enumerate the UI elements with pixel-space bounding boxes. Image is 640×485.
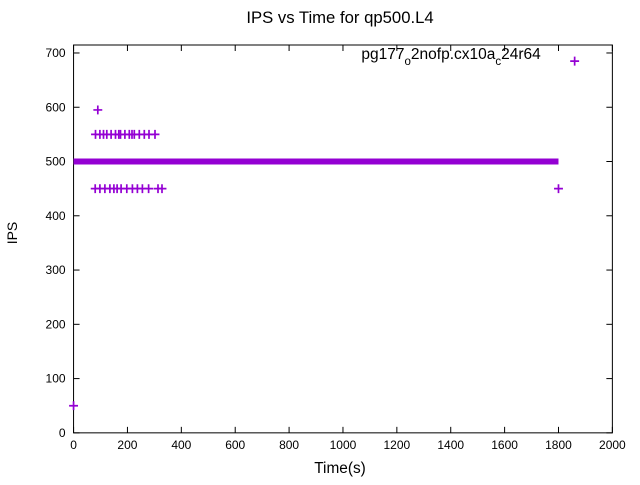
svg-text:1000: 1000 bbox=[330, 438, 357, 452]
svg-text:700: 700 bbox=[46, 46, 66, 60]
svg-text:IPS: IPS bbox=[4, 222, 20, 245]
svg-text:600: 600 bbox=[46, 100, 66, 114]
svg-text:IPS vs Time for qp500.L4: IPS vs Time for qp500.L4 bbox=[246, 8, 433, 27]
svg-text:1600: 1600 bbox=[491, 438, 518, 452]
svg-text:1800: 1800 bbox=[545, 438, 572, 452]
svg-text:100: 100 bbox=[46, 372, 66, 386]
svg-text:400: 400 bbox=[46, 209, 66, 223]
svg-text:Time(s): Time(s) bbox=[314, 460, 366, 477]
svg-text:400: 400 bbox=[171, 438, 191, 452]
svg-text:1400: 1400 bbox=[437, 438, 464, 452]
svg-text:200: 200 bbox=[117, 438, 137, 452]
svg-text:600: 600 bbox=[225, 438, 245, 452]
svg-text:500: 500 bbox=[46, 155, 66, 169]
svg-text:1200: 1200 bbox=[383, 438, 410, 452]
svg-text:0: 0 bbox=[59, 426, 66, 440]
svg-text:800: 800 bbox=[279, 438, 299, 452]
svg-text:2000: 2000 bbox=[599, 438, 626, 452]
svg-text:300: 300 bbox=[46, 263, 66, 277]
svg-text:0: 0 bbox=[70, 438, 77, 452]
svg-text:200: 200 bbox=[46, 317, 66, 331]
